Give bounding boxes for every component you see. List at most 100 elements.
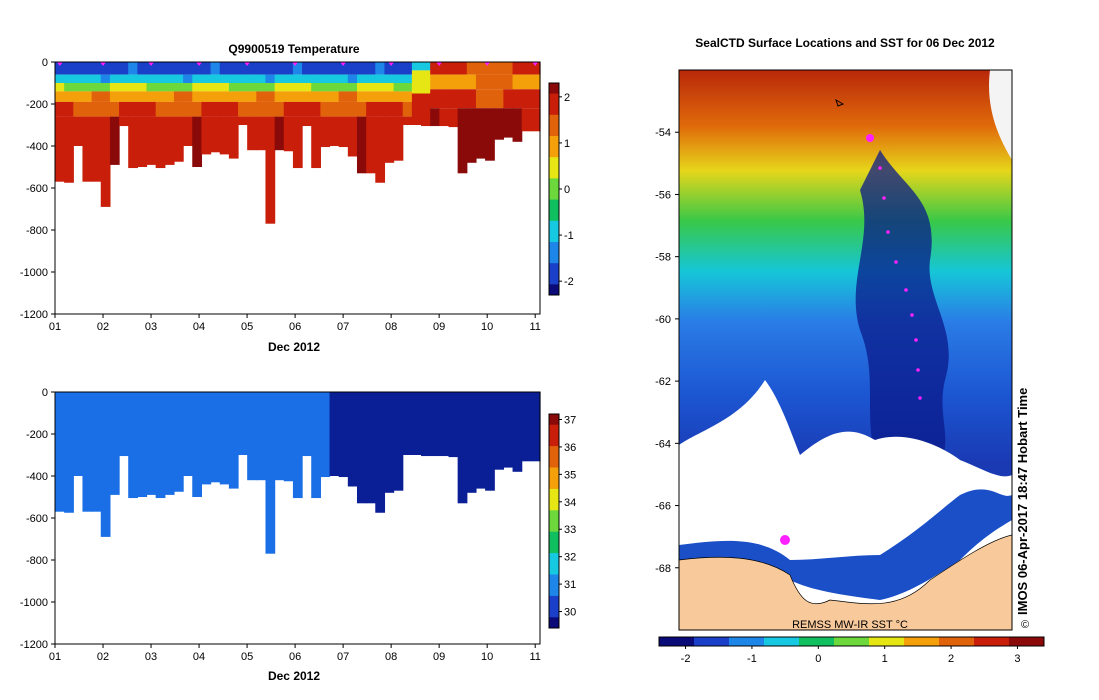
salinity-cell xyxy=(366,392,376,504)
temperature-cell xyxy=(173,83,184,92)
temperature-cell xyxy=(274,62,285,75)
temperature-colorbar-cell xyxy=(549,183,559,190)
map-colorbar-cell xyxy=(790,637,800,646)
salinity-cell xyxy=(109,392,120,495)
track-point xyxy=(882,196,886,200)
map-colorbar-cell xyxy=(947,637,957,646)
station-marker xyxy=(100,62,107,66)
salinity-colorbar-cell xyxy=(549,574,559,581)
salinity-cell xyxy=(292,392,303,499)
temperature-cell xyxy=(256,74,267,83)
antarctic-land xyxy=(679,534,1012,630)
map-colorbar-cell xyxy=(895,637,905,646)
temperature-cell xyxy=(155,74,166,83)
temperature-cell xyxy=(183,91,193,102)
salinity-colorbar-cell xyxy=(549,440,559,447)
temperature-cell xyxy=(503,108,514,138)
salinity-cell xyxy=(210,392,221,483)
temperature-cell xyxy=(164,101,175,117)
salinity-cell xyxy=(201,392,212,485)
salinity-colorbar-cell xyxy=(549,451,559,458)
temperature-colorbar-cell xyxy=(549,93,559,100)
map-ytick-label: -64 xyxy=(655,438,671,450)
temperature-cell xyxy=(64,83,74,92)
salinity-cell xyxy=(393,392,404,491)
temperature-cell xyxy=(521,62,532,75)
temperature-cell xyxy=(64,91,74,102)
temperature-cell xyxy=(439,74,450,90)
map-colorbar-label: 0 xyxy=(815,653,821,665)
map-colorbar-cell xyxy=(685,637,695,646)
temperature-cell xyxy=(91,74,102,83)
temperature-cell xyxy=(439,89,450,109)
temperature-cell xyxy=(55,101,65,117)
temperature-cell xyxy=(439,62,450,75)
temperature-cell xyxy=(183,74,193,83)
temperature-cell xyxy=(155,62,166,75)
salinity-colorbar-cell xyxy=(549,579,559,586)
salinity-xtick-label: 06 xyxy=(289,651,301,663)
temperature-cell xyxy=(183,62,193,75)
track-cluster xyxy=(780,535,790,545)
map-colorbar-cell xyxy=(1009,637,1019,646)
temperature-colorbar-cell xyxy=(549,268,559,275)
temperature-cell xyxy=(201,101,212,117)
temperature-cell xyxy=(73,116,84,146)
temperature-cell xyxy=(338,91,349,102)
salinity-cell xyxy=(283,392,294,482)
temperature-cell xyxy=(100,83,111,92)
temperature-cell xyxy=(494,62,504,75)
temperature-colorbar-cell xyxy=(549,114,559,121)
salinity-xtick-label: 04 xyxy=(193,651,205,663)
temperature-cell xyxy=(146,74,157,83)
temperature-colorbar-label: 1 xyxy=(564,138,570,150)
temperature-cell xyxy=(164,116,175,165)
temperature-xtick-label: 04 xyxy=(193,321,205,333)
temperature-cell xyxy=(475,108,486,159)
temperature-colorbar-cell xyxy=(549,157,559,163)
temperature-ytick-label: -400 xyxy=(26,141,48,153)
copyright-mark: © xyxy=(1021,619,1029,631)
temperature-cell xyxy=(137,83,148,92)
temperature-cell xyxy=(238,62,248,75)
temperature-cell xyxy=(283,116,294,152)
temperature-cell xyxy=(82,116,93,182)
salinity-colorbar-cell xyxy=(549,494,559,501)
temperature-colorbar-label: -1 xyxy=(564,230,574,242)
temperature-cell xyxy=(521,108,532,132)
temperature-cell xyxy=(210,83,221,92)
map-colorbar-cell xyxy=(711,637,721,646)
map-colorbar-cell xyxy=(982,637,992,646)
temperature-cell xyxy=(228,74,239,83)
map-colorbar-cell xyxy=(842,637,852,646)
temperature-cell xyxy=(448,108,459,128)
temperature-cell xyxy=(375,83,386,92)
temperature-cell xyxy=(91,91,102,102)
temperature-cell xyxy=(375,116,386,183)
map-frame xyxy=(678,69,1013,631)
temperature-cell xyxy=(55,74,65,83)
temperature-xtick-label: 07 xyxy=(337,321,349,333)
map-colorbar-cell xyxy=(921,637,931,646)
temperature-cell xyxy=(128,116,138,169)
temperature-cell xyxy=(384,62,395,75)
temperature-cell xyxy=(338,74,349,83)
temperature-colorbar-cell xyxy=(549,151,559,158)
salinity-colorbar-cell xyxy=(549,601,559,608)
temperature-cell xyxy=(320,83,331,92)
temperature-cell xyxy=(503,62,514,75)
temperature-cell xyxy=(265,91,276,102)
temperature-cell xyxy=(393,62,404,75)
temperature-cell xyxy=(411,70,422,94)
temperature-cell xyxy=(292,91,303,102)
salinity-cell xyxy=(338,392,349,478)
map-colorbar-cell xyxy=(1035,637,1045,646)
salinity-colorbar-label: 31 xyxy=(564,579,576,591)
temperature-cell xyxy=(265,74,276,83)
temperature-cell xyxy=(109,116,120,165)
map-colorbar-cell xyxy=(799,637,809,646)
temperature-colorbar-cell xyxy=(549,263,559,269)
map-colorbar-cell xyxy=(904,637,914,646)
temperature-cell xyxy=(119,83,129,92)
